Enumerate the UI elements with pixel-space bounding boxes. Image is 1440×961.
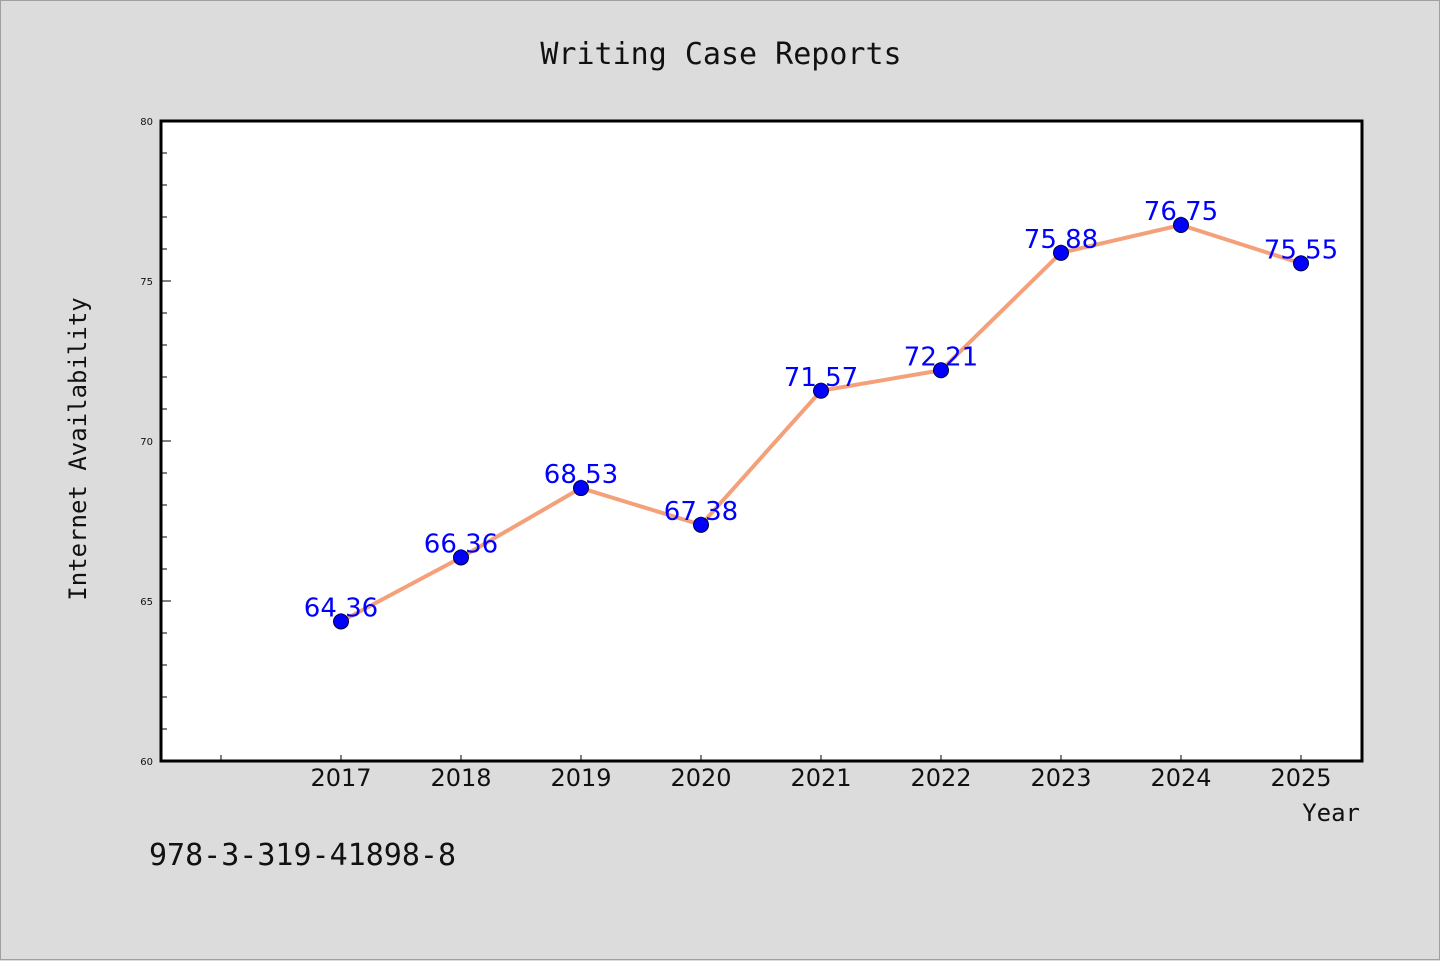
chart-title: Writing Case Reports <box>540 37 901 72</box>
x-axis: 2017 2018 2019 2020 2021 2022 2023 2024 2025 <box>220 755 1332 792</box>
x-tick-label: 2025 <box>1270 764 1331 792</box>
isbn-footer: 978-3-319-41898-8 <box>149 838 456 873</box>
data-point <box>693 516 709 533</box>
y-tick-label: 65 <box>140 597 153 608</box>
x-tick-label: 2020 <box>670 764 731 792</box>
y-tick-label: 70 <box>140 437 153 448</box>
data-label: 71.57 <box>784 363 858 393</box>
data-label: 67.38 <box>664 497 738 527</box>
y-axis-label: Internet Availability <box>64 297 92 600</box>
y-axis: 60 65 70 75 80 <box>140 117 171 768</box>
y-tick-label: 80 <box>140 117 153 128</box>
x-tick-label: 2018 <box>430 764 491 792</box>
x-tick-label: 2022 <box>910 764 971 792</box>
data-point <box>813 382 829 399</box>
data-point <box>1173 217 1189 233</box>
x-tick-label: 2017 <box>310 764 371 792</box>
x-tick-label: 2024 <box>1150 764 1211 792</box>
data-point <box>453 549 469 566</box>
data-label: 66.36 <box>424 529 498 559</box>
x-tick-label: 2021 <box>790 764 851 792</box>
data-point <box>1293 255 1309 272</box>
y-tick-label: 60 <box>140 757 153 768</box>
data-point <box>333 613 349 630</box>
data-label: 68.53 <box>544 460 618 490</box>
data-label: 72.21 <box>904 342 978 372</box>
data-label: 64.36 <box>304 593 378 623</box>
x-tick-label: 2023 <box>1030 764 1091 792</box>
data-point <box>573 480 589 497</box>
data-labels-group: 64.36 66.36 68.53 67.38 71.57 72.21 75.88 76.75… <box>304 197 1338 623</box>
y-tick-label: 75 <box>140 277 153 288</box>
data-label: 75.88 <box>1024 225 1098 255</box>
data-point <box>933 362 949 379</box>
data-point <box>1053 244 1069 261</box>
series-group <box>333 217 1309 630</box>
x-axis-label: Year <box>1302 799 1360 827</box>
x-tick-label: 2019 <box>550 764 611 792</box>
data-label: 75.55 <box>1264 235 1338 265</box>
data-label: 76.75 <box>1144 197 1218 227</box>
